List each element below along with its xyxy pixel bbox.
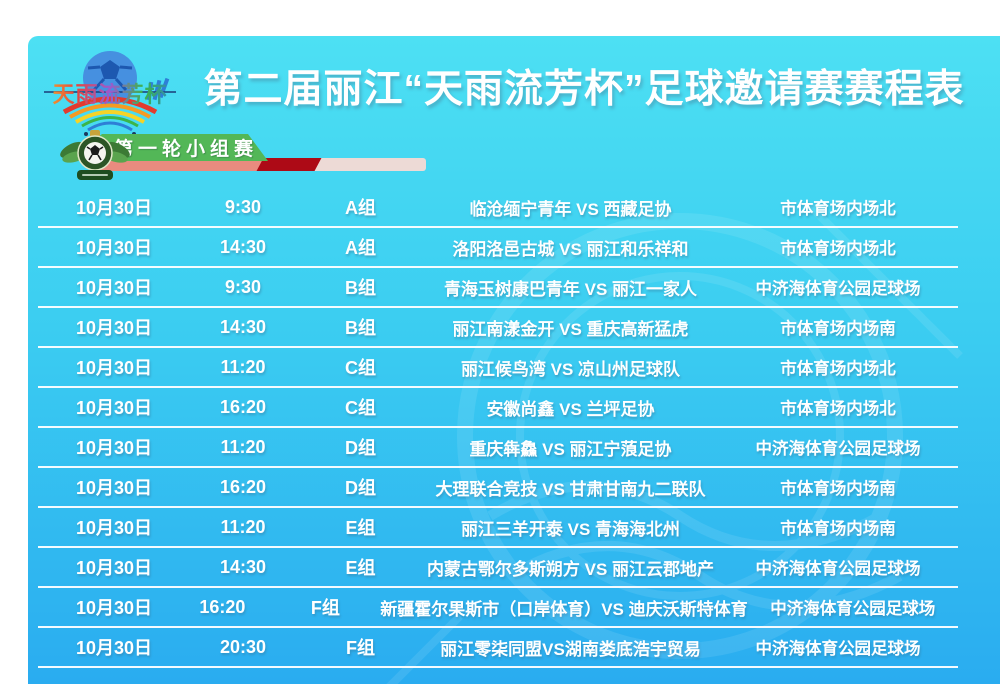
cell-date: 10月30日 — [76, 238, 153, 258]
cell-match: 重庆犇鱻 VS 丽江宁蒗足协 — [469, 439, 672, 459]
table-row: 10月30日 14:30 E组 内蒙古鄂尔多斯朔方 VS 丽江云郡地产 中济海体… — [38, 548, 958, 588]
winged-football-crest-icon — [60, 130, 130, 180]
cell-time: 14:30 — [219, 556, 267, 577]
table-row: 10月30日 11:20 E组 丽江三羊开泰 VS 青海海北州 市体育场内场南 — [38, 508, 958, 548]
cell-date: 10月30日 — [76, 198, 153, 218]
cell-group: D组 — [345, 438, 376, 458]
table-row: 10月30日 14:30 A组 洛阳洛邑古城 VS 丽江和乐祥和 市体育场内场北 — [38, 228, 958, 268]
cell-venue: 中济海体育公园足球场 — [755, 280, 921, 298]
table-row: 10月30日 14:30 B组 丽江南漾金开 VS 重庆高新猛虎 市体育场内场南 — [38, 308, 958, 348]
cell-match: 安徽尚鑫 VS 兰坪足协 — [486, 399, 655, 419]
cell-time: 16:20 — [199, 596, 246, 617]
cell-date: 10月30日 — [76, 518, 153, 538]
cell-group: B组 — [345, 278, 376, 298]
schedule-table: 10月30日 9:30 A组 临沧缅宁青年 VS 西藏足协 市体育场内场北 10… — [38, 188, 958, 668]
cell-date: 10月30日 — [76, 558, 153, 578]
cell-date: 10月30日 — [76, 638, 153, 658]
cell-group: C组 — [345, 398, 376, 418]
cell-match: 新疆霍尔果斯市（口岸体育）VS 迪庆沃斯特体育 — [380, 599, 748, 619]
cell-venue: 市体育场内场北 — [780, 240, 896, 258]
table-row: 10月30日 11:20 C组 丽江候鸟湾 VS 凉山州足球队 市体育场内场北 — [38, 348, 958, 388]
cell-match: 丽江南漾金开 VS 重庆高新猛虎 — [452, 319, 689, 339]
cell-time: 16:20 — [219, 476, 267, 497]
cell-match: 丽江候鸟湾 VS 凉山州足球队 — [460, 359, 681, 379]
cell-time: 9:30 — [224, 196, 262, 217]
cell-venue: 市体育场内场北 — [780, 400, 896, 418]
table-row: 10月30日 16:20 F组 新疆霍尔果斯市（口岸体育）VS 迪庆沃斯特体育 … — [38, 588, 958, 628]
tournament-logo: 天雨流芳杯 — [42, 46, 178, 138]
cell-group: E组 — [345, 558, 376, 578]
cell-group: E组 — [345, 518, 376, 538]
schedule-panel: 天雨流芳杯 第二届丽江“天雨流芳杯”足球邀请赛赛程表 第一轮小组赛 10月30 — [28, 36, 1000, 684]
cell-date: 10月30日 — [76, 438, 153, 458]
cell-venue: 中济海体育公园足球场 — [770, 600, 936, 618]
cell-match: 内蒙古鄂尔多斯朔方 VS 丽江云郡地产 — [426, 559, 715, 579]
logo-divider-line — [44, 91, 176, 93]
cell-time: 11:20 — [220, 516, 266, 537]
cell-date: 10月30日 — [76, 598, 153, 618]
cell-date: 10月30日 — [76, 478, 153, 498]
cell-time: 9:30 — [224, 276, 262, 297]
cell-time: 14:30 — [219, 316, 267, 337]
cell-venue: 市体育场内场北 — [780, 200, 896, 218]
decorative-bar — [90, 158, 426, 171]
bar-segment-pink — [290, 158, 426, 171]
table-row: 10月30日 9:30 B组 青海玉树康巴青年 VS 丽江一家人 中济海体育公园… — [38, 268, 958, 308]
cell-group: A组 — [345, 238, 376, 258]
table-row: 10月30日 9:30 A组 临沧缅宁青年 VS 西藏足协 市体育场内场北 — [38, 188, 958, 228]
section-banner: 第一轮小组赛 — [28, 130, 1000, 182]
cell-venue: 市体育场内场北 — [780, 360, 896, 378]
table-row: 10月30日 11:20 D组 重庆犇鱻 VS 丽江宁蒗足协 中济海体育公园足球… — [38, 428, 958, 468]
cell-time: 16:20 — [219, 396, 267, 417]
cell-time: 20:30 — [219, 636, 267, 657]
cell-time: 14:30 — [219, 236, 267, 257]
cell-date: 10月30日 — [76, 358, 153, 378]
header: 天雨流芳杯 第二届丽江“天雨流芳杯”足球邀请赛赛程表 — [28, 36, 1000, 138]
cell-match: 丽江三羊开泰 VS 青海海北州 — [460, 519, 681, 539]
cell-time: 11:20 — [220, 436, 266, 457]
cell-venue: 市体育场内场南 — [780, 320, 896, 338]
cell-group: B组 — [345, 318, 376, 338]
table-row: 10月30日 16:20 D组 大理联合竞技 VS 甘肃甘南九二联队 市体育场内… — [38, 468, 958, 508]
cell-date: 10月30日 — [76, 318, 153, 338]
table-row: 10月30日 16:20 C组 安徽尚鑫 VS 兰坪足协 市体育场内场北 — [38, 388, 958, 428]
cell-venue: 中济海体育公园足球场 — [755, 560, 921, 578]
cell-group: F组 — [310, 598, 340, 618]
cell-match: 临沧缅宁青年 VS 西藏足协 — [469, 199, 672, 219]
cell-group: F组 — [346, 638, 375, 658]
cell-match: 洛阳洛邑古城 VS 丽江和乐祥和 — [452, 239, 689, 259]
cell-venue: 市体育场内场南 — [780, 520, 896, 538]
cell-group: D组 — [345, 478, 376, 498]
cell-venue: 中济海体育公园足球场 — [755, 440, 921, 458]
cell-group: C组 — [345, 358, 376, 378]
page-title: 第二届丽江“天雨流芳杯”足球邀请赛赛程表 — [203, 68, 965, 111]
bar-segment-salmon — [90, 158, 290, 171]
cell-match: 大理联合竞技 VS 甘肃甘南九二联队 — [435, 479, 706, 499]
cell-match: 青海玉树康巴青年 VS 丽江一家人 — [443, 279, 698, 299]
cell-venue: 中济海体育公园足球场 — [755, 640, 921, 658]
cell-group: A组 — [345, 198, 376, 218]
cell-time: 11:20 — [220, 356, 266, 377]
cell-date: 10月30日 — [76, 278, 153, 298]
logo-title: 天雨流芳杯 — [42, 77, 178, 109]
cell-match: 丽江零柒同盟VS湖南娄底浩宇贸易 — [440, 639, 701, 659]
section-label: 第一轮小组赛 — [113, 139, 258, 160]
table-row: 10月30日 20:30 F组 丽江零柒同盟VS湖南娄底浩宇贸易 中济海体育公园… — [38, 628, 958, 668]
cell-venue: 市体育场内场南 — [780, 480, 896, 498]
cell-date: 10月30日 — [76, 398, 153, 418]
